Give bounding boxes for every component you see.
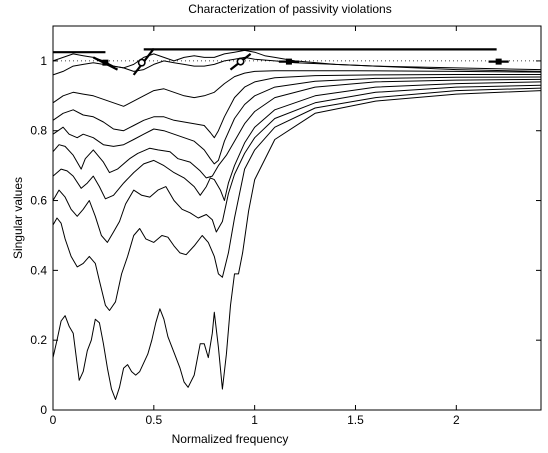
x-axis-label: Normalized frequency xyxy=(172,432,289,446)
y-tick-label: 0.2 xyxy=(30,333,47,347)
series-line-8 xyxy=(52,84,542,243)
x-tick-label: 0.5 xyxy=(145,413,162,427)
chart-title: Characterization of passivity violations xyxy=(188,2,391,16)
plot-frame xyxy=(52,25,542,411)
y-axis-label: Singular values xyxy=(11,177,25,259)
marker-layer xyxy=(53,48,509,76)
series-line-9 xyxy=(52,87,542,311)
series-line-4 xyxy=(52,74,541,139)
plot-area xyxy=(52,25,542,411)
x-tick-label: 2 xyxy=(453,413,460,427)
series-line-1 xyxy=(52,49,542,71)
square-marker xyxy=(102,59,109,66)
y-tick-label: 1 xyxy=(40,54,47,68)
series-line-5 xyxy=(52,76,542,165)
y-tick-label: 0.8 xyxy=(30,124,47,138)
series-line-2 xyxy=(52,56,542,76)
series-layer xyxy=(52,49,542,400)
y-axis: 0 0.2 0.4 0.6 0.8 1 xyxy=(30,54,541,417)
circle-marker xyxy=(137,58,146,67)
x-tick-label: 1 xyxy=(251,413,258,427)
y-tick-label: 0.6 xyxy=(30,194,47,208)
x-tick-label: 0 xyxy=(50,413,57,427)
series-line-10 xyxy=(52,90,542,400)
square-marker xyxy=(285,58,292,65)
series-line-7 xyxy=(52,81,542,201)
series-line-3 xyxy=(52,70,542,107)
y-tick-label: 0 xyxy=(40,403,47,417)
x-tick-label: 1.5 xyxy=(347,413,364,427)
series-line-6 xyxy=(52,78,542,179)
x-axis: 0 0.5 1 1.5 2 xyxy=(50,26,460,427)
circle-marker xyxy=(236,57,245,66)
y-tick-label: 0.4 xyxy=(30,263,47,277)
square-marker xyxy=(495,58,502,65)
